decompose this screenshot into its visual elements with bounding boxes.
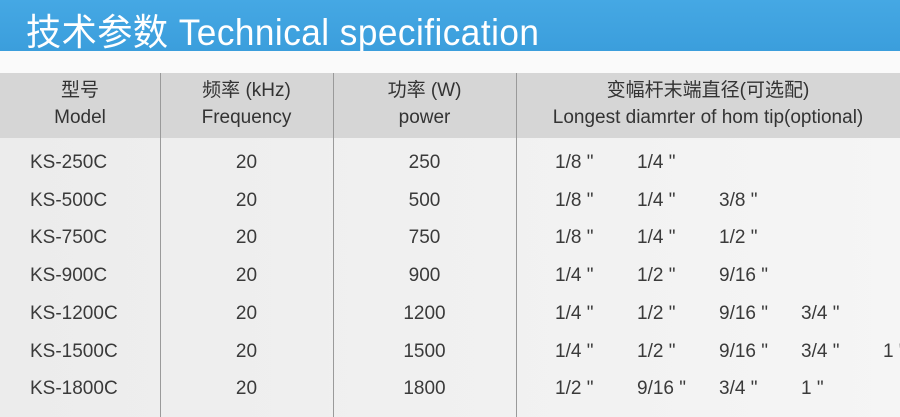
column-divider [333, 73, 334, 417]
diameter-option: 9/16 " [719, 265, 769, 287]
diameter-option: 9/16 " [719, 340, 769, 362]
header-diameter-cn: 变幅杆末端直径(可选配) [606, 80, 810, 101]
diameter-option: 1/4 " [555, 265, 594, 287]
cell-frequency: 20 [235, 152, 258, 173]
header-frequency-cn: 频率 (kHz) [202, 80, 291, 101]
column-divider [516, 73, 517, 417]
cell-frequency: 20 [235, 227, 258, 249]
cell-frequency: 20 [235, 302, 258, 324]
table-row: KS-500C 20 500 1/8 " 1/4 " 3/8 " [0, 182, 900, 220]
title-banner: 技术参数 Technical specification [0, 0, 900, 53]
diameter-option: 3/4 " [719, 378, 758, 400]
header-model-cn: 型号 [60, 80, 99, 101]
diameter-option: 1/8 " [555, 189, 594, 211]
header-power-cn: 功率 (W) [387, 80, 462, 101]
diameter-option: 1/2 " [555, 378, 594, 400]
cell-model: KS-1500C [30, 340, 118, 362]
cell-frequency: 20 [235, 378, 258, 400]
cell-diameters: 1/2 " 9/16 " 3/4 " 1 " [555, 370, 873, 408]
cell-power: 750 [408, 227, 441, 249]
diameter-option: 1/4 " [637, 227, 676, 249]
cell-power: 900 [408, 265, 441, 287]
header-diameter-en: Longest diamrter of hom tip(optional) [552, 107, 864, 128]
cell-model: KS-500C [30, 189, 108, 211]
diameter-option: 1/8 " [555, 152, 594, 173]
diameter-option: 1/8 " [555, 227, 594, 249]
diameter-option: 1 " [883, 340, 900, 362]
cell-power: 1800 [403, 378, 446, 400]
diameter-option: 3/8 " [719, 189, 758, 211]
diameter-option: 9/16 " [719, 302, 769, 324]
header-model: 型号 Model [0, 77, 160, 131]
diameter-option: 1/2 " [637, 340, 676, 362]
cell-diameters: 1/8 " 1/4 " [555, 144, 719, 182]
cell-frequency: 20 [235, 265, 258, 287]
table-body [0, 138, 900, 417]
table-row: KS-250C 20 250 1/8 " 1/4 " [0, 144, 900, 182]
cell-diameters: 1/8 " 1/4 " 1/2 " [555, 219, 801, 257]
diameter-option: 1/4 " [555, 302, 594, 324]
cell-diameters: 1/4 " 1/2 " 9/16 " [555, 257, 801, 295]
table-row: KS-1800C 20 1800 1/2 " 9/16 " 3/4 " 1 " [0, 370, 900, 408]
table-row: KS-1500C 20 1500 1/4 " 1/2 " 9/16 " 3/4 " 1 " [0, 333, 900, 371]
header-frequency: 频率 (kHz) Frequency [160, 77, 333, 131]
table-row: KS-900C 20 900 1/4 " 1/2 " 9/16 " [0, 257, 900, 295]
cell-model: KS-250C [30, 152, 108, 173]
cell-model: KS-900C [30, 265, 108, 287]
cell-frequency: 20 [235, 340, 258, 362]
cell-power: 1200 [403, 302, 446, 324]
diameter-option: 1/4 " [555, 340, 594, 362]
cell-diameters: 1/8 " 1/4 " 3/8 " [555, 182, 801, 220]
cell-model: KS-1200C [30, 302, 118, 324]
cell-model: KS-1800C [30, 378, 118, 400]
cell-power: 1500 [403, 340, 446, 362]
diameter-option: 1/2 " [637, 302, 676, 324]
header-power-en: power [398, 107, 451, 128]
table-row: KS-750C 20 750 1/8 " 1/4 " 1/2 " [0, 219, 900, 257]
cell-diameters: 1/4 " 1/2 " 9/16 " 3/4 " [555, 295, 883, 333]
column-divider [160, 73, 161, 417]
spacer [0, 51, 900, 73]
cell-power: 500 [408, 189, 441, 211]
diameter-option: 1/2 " [637, 265, 676, 287]
cell-model: KS-750C [30, 227, 108, 249]
table-row: KS-1200C 20 1200 1/4 " 1/2 " 9/16 " 3/4 " [0, 295, 900, 333]
header-model-en: Model [54, 107, 106, 128]
header-frequency-en: Frequency [201, 107, 292, 128]
page-title: 技术参数 Technical specification [26, 12, 540, 53]
diameter-option: 1/4 " [637, 152, 676, 173]
diameter-option: 1 " [801, 378, 824, 400]
diameter-option: 9/16 " [637, 378, 687, 400]
diameter-option: 1/4 " [637, 189, 676, 211]
header-diameter: 变幅杆末端直径(可选配) Longest diamrter of hom tip… [516, 77, 900, 131]
cell-power: 250 [408, 152, 441, 173]
diameter-option: 1/2 " [719, 227, 758, 249]
header-power: 功率 (W) power [333, 77, 516, 131]
diameter-option: 3/4 " [801, 302, 840, 324]
cell-frequency: 20 [235, 189, 258, 211]
cell-diameters: 1/4 " 1/2 " 9/16 " 3/4 " 1 " [555, 333, 900, 371]
diameter-option: 3/4 " [801, 340, 840, 362]
table-header [0, 73, 900, 138]
